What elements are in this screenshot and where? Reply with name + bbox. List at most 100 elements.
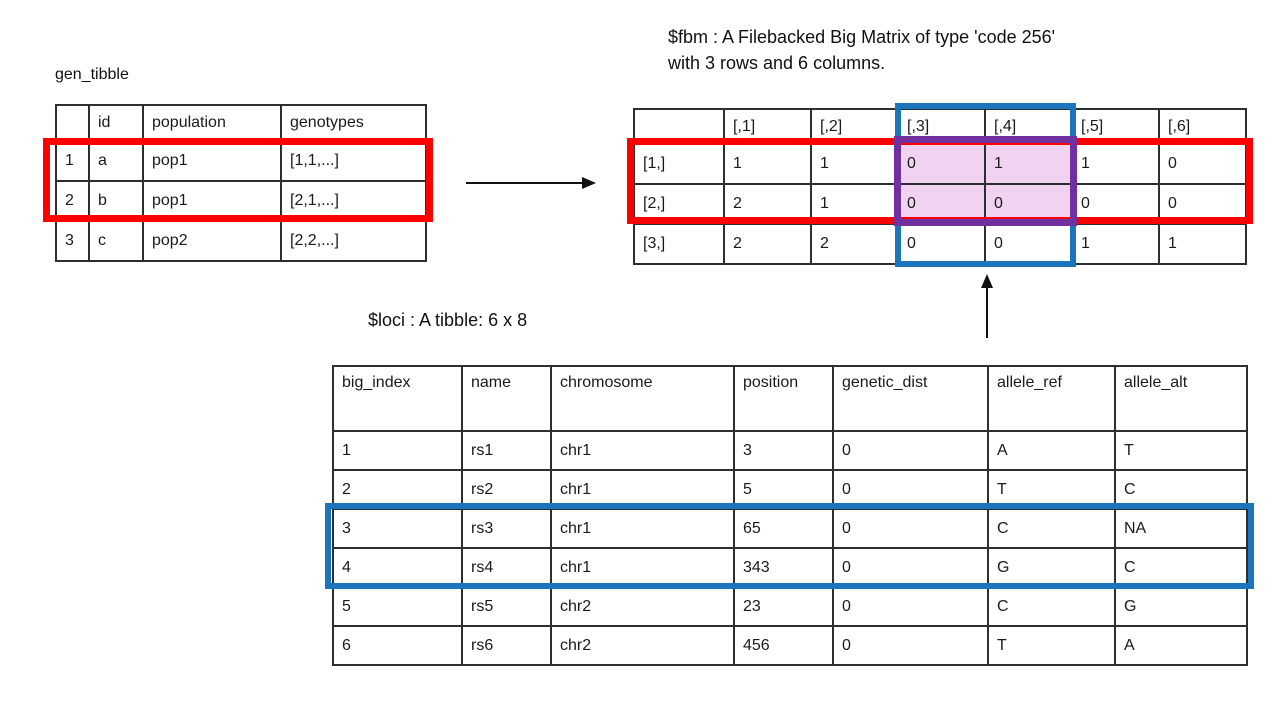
table-cell: C — [987, 508, 1116, 549]
gen-tibble-title: gen_tibble — [55, 66, 129, 83]
table-cell: 2 — [723, 183, 812, 225]
table-row: [3,] 2 2 0 0 1 1 — [633, 223, 1247, 265]
table-cell: 1 — [1071, 223, 1160, 265]
table-cell: 0 — [897, 223, 986, 265]
table-cell: 1 — [810, 183, 899, 225]
column-header — [55, 104, 90, 142]
column-header: [,2] — [810, 108, 899, 145]
table-cell: C — [1114, 547, 1248, 588]
table-cell: rs1 — [461, 430, 552, 471]
table-cell: 1 — [1158, 223, 1247, 265]
arrow-right-icon — [466, 177, 596, 189]
column-header: genetic_dist — [832, 365, 989, 432]
table-row: 1 rs1 chr1 3 0 A T — [332, 430, 1248, 471]
table-cell: 3 — [55, 220, 90, 262]
table-cell: 6 — [332, 625, 463, 666]
table-row: 6 rs6 chr2 456 0 T A — [332, 625, 1248, 666]
table-cell: 0 — [897, 183, 986, 225]
table-cell: T — [987, 625, 1116, 666]
table-cell: [1,1,...] — [280, 140, 427, 182]
column-header: [,3] — [897, 108, 986, 145]
table-cell: chr2 — [550, 586, 735, 627]
table-row: 1 a pop1 [1,1,...] — [55, 140, 427, 182]
table-cell: G — [1114, 586, 1248, 627]
table-cell: 2 — [810, 223, 899, 265]
table-cell: 23 — [733, 586, 834, 627]
table-cell: 1 — [810, 143, 899, 185]
table-cell: 0 — [897, 143, 986, 185]
fbm-matrix-table: [,1] [,2] [,3] [,4] [,5] [,6] [1,] 1 1 0 1 1 0 [2,] 2… — [633, 108, 1247, 265]
table-row: 2 b pop1 [2,1,...] — [55, 180, 427, 222]
table-cell: chr2 — [550, 625, 735, 666]
table-cell: 0 — [832, 469, 989, 510]
table-cell: T — [987, 469, 1116, 510]
table-row: 5 rs5 chr2 23 0 C G — [332, 586, 1248, 627]
column-header: [,5] — [1071, 108, 1160, 145]
table-cell: 0 — [1158, 143, 1247, 185]
table-cell: C — [1114, 469, 1248, 510]
table-cell: 2 — [723, 223, 812, 265]
table-cell: 0 — [832, 586, 989, 627]
table-cell: pop1 — [142, 180, 282, 222]
table-cell: 1 — [984, 143, 1073, 185]
table-cell: 2 — [332, 469, 463, 510]
table-row: 4 rs4 chr1 343 0 G C — [332, 547, 1248, 588]
table-cell: 1 — [723, 143, 812, 185]
table-cell: pop2 — [142, 220, 282, 262]
table-cell: 0 — [984, 183, 1073, 225]
column-header: position — [733, 365, 834, 432]
fbm-caption-line1: $fbm : A Filebacked Big Matrix of type '… — [668, 27, 1056, 47]
table-cell: 456 — [733, 625, 834, 666]
table-cell: A — [1114, 625, 1248, 666]
table-cell: 0 — [832, 547, 989, 588]
table-cell: c — [88, 220, 144, 262]
table-cell: a — [88, 140, 144, 182]
gen-tibble-table: id population genotypes 1 a pop1 [1,1,...] 2 b p… — [55, 104, 427, 262]
table-cell: [1,] — [633, 143, 725, 185]
table-cell: 0 — [1158, 183, 1247, 225]
loci-table: big_index name chromosome position genetic_d… — [332, 365, 1248, 666]
table-cell: 0 — [984, 223, 1073, 265]
table-cell: 343 — [733, 547, 834, 588]
table-cell: b — [88, 180, 144, 222]
table-cell: 1 — [1071, 143, 1160, 185]
column-header: [,4] — [984, 108, 1073, 145]
table-cell: 65 — [733, 508, 834, 549]
table-cell: 0 — [832, 508, 989, 549]
table-cell: [2,2,...] — [280, 220, 427, 262]
column-header: big_index — [332, 365, 463, 432]
table-cell: 4 — [332, 547, 463, 588]
fbm-caption-line2: with 3 rows and 6 columns. — [668, 53, 886, 73]
column-header: allele_ref — [987, 365, 1116, 432]
table-cell: rs3 — [461, 508, 552, 549]
table-cell: 0 — [1071, 183, 1160, 225]
table-row: [2,] 2 1 0 0 0 0 — [633, 183, 1247, 225]
column-header: population — [142, 104, 282, 142]
table-cell: 0 — [832, 430, 989, 471]
table-cell: G — [987, 547, 1116, 588]
table-cell: rs4 — [461, 547, 552, 588]
table-cell: 2 — [55, 180, 90, 222]
table-cell: [2,] — [633, 183, 725, 225]
table-cell: [3,] — [633, 223, 725, 265]
table-cell: 1 — [332, 430, 463, 471]
table-cell: chr1 — [550, 547, 735, 588]
table-row: 2 rs2 chr1 5 0 T C — [332, 469, 1248, 510]
table-cell: 3 — [332, 508, 463, 549]
table-cell: chr1 — [550, 430, 735, 471]
loci-caption: $loci : A tibble: 6 x 8 — [368, 310, 528, 330]
table-cell: 5 — [332, 586, 463, 627]
column-header: [,1] — [723, 108, 812, 145]
table-row: [1,] 1 1 0 1 1 0 — [633, 143, 1247, 185]
fbm-caption: $fbm : A Filebacked Big Matrix of type '… — [668, 24, 1055, 76]
table-cell: NA — [1114, 508, 1248, 549]
table-row: 3 rs3 chr1 65 0 C NA — [332, 508, 1248, 549]
table-cell: chr1 — [550, 508, 735, 549]
table-cell: rs5 — [461, 586, 552, 627]
table-cell: 1 — [55, 140, 90, 182]
column-header: genotypes — [280, 104, 427, 142]
column-header: chromosome — [550, 365, 735, 432]
table-cell: C — [987, 586, 1116, 627]
arrow-up-icon — [981, 274, 993, 338]
